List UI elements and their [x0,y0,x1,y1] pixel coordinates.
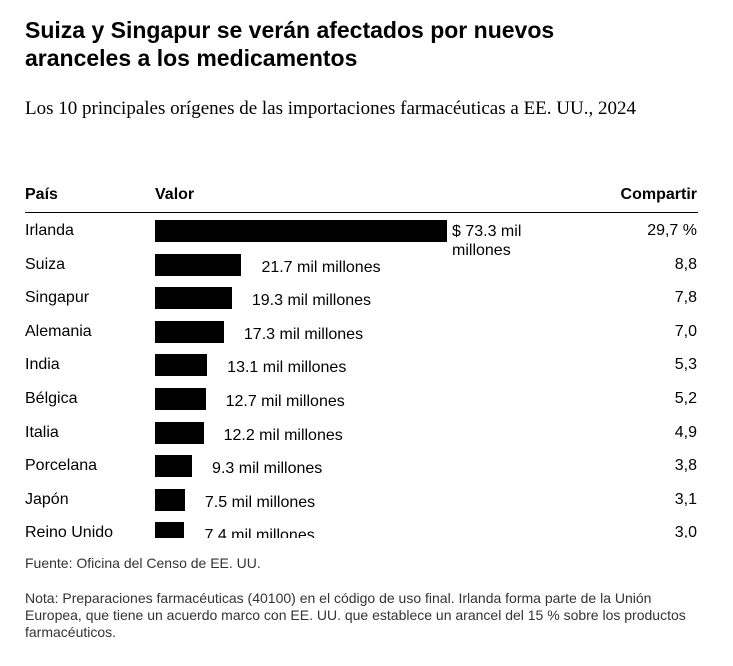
row-label: Bélgica [25,390,78,407]
value-label: $ 73.3 mil millones [452,223,522,259]
bar [155,354,208,377]
row-label: Suiza [25,255,66,273]
value-label: 7.4 mil millones [204,527,315,538]
share-label: 7,8 [674,289,697,307]
row-label: Japón [25,490,69,508]
table-body: Irlanda $ 73.3 mil millones 29,7 % Suiza 21.… [0,214,733,538]
bar [155,253,242,276]
value-label: 9.3 mil millones [212,460,323,478]
row-label: Singapur [25,289,90,307]
bar [155,388,206,410]
value-label: 19.3 mil millones [251,292,372,310]
row-label: India [25,356,60,374]
bar [155,421,204,444]
bar [155,287,232,310]
row-label: Alemania [25,322,92,340]
row-label: Italia [25,423,59,441]
share-label: 5,2 [674,390,697,407]
bar [155,320,224,343]
share-label: 4,9 [674,423,697,441]
value-label: 17.3 mil millones [243,325,364,343]
share-label: 29,7 % [647,222,697,239]
chart-subtitle: Los 10 principales orígenes de las impor… [25,98,636,119]
value-label: 7.5 mil millones [204,493,316,511]
bar [155,220,447,242]
source: Fuente: Oficina del Censo de EE. UU. [25,555,261,571]
share-label: 7,0 [674,322,697,340]
value-label: 12.7 mil millones [225,393,345,410]
column-header: País [25,186,58,203]
row-label: Reino Unido [25,524,114,538]
row-label: Irlanda [25,222,74,239]
bar [155,522,185,538]
note: Nota: Preparaciones farmacéuticas (40100… [25,590,686,640]
bar [155,488,185,511]
column-header: Compartir [620,186,697,203]
value-label: 21.7 mil millones [261,258,381,276]
chart-title: Suiza y Singapur se verán afectados por … [25,17,555,71]
share-label: 3,8 [674,457,697,475]
share-label: 5,3 [674,356,697,374]
share-label: 8,8 [674,255,697,273]
share-label: 3,0 [674,524,697,538]
column-header: Valor [155,186,195,203]
value-label: 13.1 mil millones [227,359,347,377]
row-label: Porcelana [25,457,98,475]
share-label: 3,1 [674,490,697,508]
value-label: 12.2 mil millones [223,426,343,444]
header-rule [25,212,698,213]
bar [155,455,193,478]
